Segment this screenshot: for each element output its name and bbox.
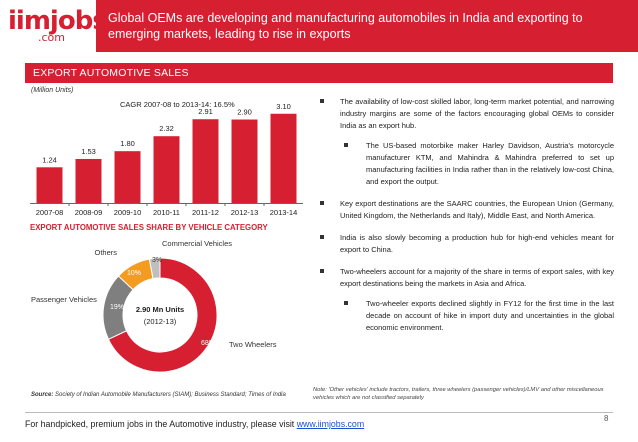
bar-value-label: 1.24 — [42, 155, 57, 164]
source-text: Society of Indian Automobile Manufacture… — [55, 392, 286, 398]
x-tick-label: 2009-10 — [114, 208, 142, 217]
bullet-item: Two-wheelers account for a majority of t… — [318, 266, 614, 290]
bullet-square-icon — [320, 99, 324, 103]
bar-value-label: 2.90 — [237, 108, 252, 117]
bullet-text: The US-based motorbike maker Harley Davi… — [366, 141, 614, 186]
x-tick-label: 2012-13 — [231, 208, 259, 217]
donut-slice — [102, 275, 134, 340]
source-note: Source: Society of Indian Automobile Man… — [31, 392, 286, 398]
donut-chart-title: EXPORT AUTOMOTIVE SALES SHARE BY VEHICLE… — [30, 223, 268, 232]
footer: For handpicked, premium jobs in the Auto… — [25, 419, 364, 429]
footer-text: For handpicked, premium jobs in the Auto… — [25, 419, 297, 429]
bullet-square-icon — [320, 269, 324, 273]
x-tick-label: 2007-08 — [36, 208, 64, 217]
bullet-text: Two-wheelers account for a majority of t… — [340, 267, 614, 288]
footer-link[interactable]: www.iimjobs.com — [296, 419, 365, 429]
slice-name-label: Passenger Vehicles — [31, 295, 97, 304]
bar — [153, 136, 180, 203]
x-tick-label: 2008-09 — [75, 208, 103, 217]
bullet-text: Two-wheeler exports declined slightly in… — [366, 299, 614, 332]
donut-slice — [117, 258, 154, 291]
bullet-text: Key export destinations are the SAARC co… — [340, 199, 614, 220]
donut-slice — [148, 257, 161, 280]
slice-percent-label: 10% — [127, 270, 141, 277]
bar-value-label: 1.53 — [81, 147, 96, 156]
bar-value-label: 1.80 — [120, 139, 135, 148]
page-number: 8 — [604, 414, 609, 423]
bullet-item: The US-based motorbike maker Harley Davi… — [318, 140, 614, 188]
bullet-item: India is also slowly becoming a producti… — [318, 232, 614, 256]
logo-domain: .com — [38, 31, 65, 44]
slice-name-label: Others — [94, 248, 117, 257]
chart-units-label: (Million Units) — [31, 87, 74, 94]
bar — [36, 167, 63, 203]
bar — [114, 151, 141, 203]
slice-percent-label: 19% — [110, 304, 124, 311]
x-tick-label: 2011-12 — [192, 208, 219, 217]
bar — [75, 158, 102, 203]
footer-divider — [25, 412, 613, 413]
bar-value-label: 2.32 — [159, 124, 174, 133]
bullet-item: Key export destinations are the SAARC co… — [318, 198, 614, 222]
bullet-list: The availability of low-cost skilled lab… — [318, 96, 614, 344]
logo-text: iimjobs — [8, 6, 108, 36]
slice-name-label: Two Wheelers — [229, 340, 277, 349]
cagr-annotation: CAGR 2007-08 to 2013-14: 16.5% — [120, 100, 235, 109]
logo[interactable]: iimjobs .com — [0, 0, 108, 52]
bullet-item: Two-wheeler exports declined slightly in… — [318, 298, 614, 334]
slice-percent-label: 68% — [201, 340, 215, 347]
bar-value-label: 3.10 — [276, 102, 291, 111]
x-tick-label: 2013-14 — [270, 208, 298, 217]
bullet-item: The availability of low-cost skilled lab… — [318, 96, 614, 132]
x-tick-label: 2010-11 — [153, 208, 180, 217]
slide-title: Global OEMs are developing and manufactu… — [96, 0, 638, 52]
donut-slice — [107, 257, 218, 373]
section-title: EXPORT AUTOMOTIVE SALES — [25, 63, 613, 83]
bar — [231, 119, 258, 203]
bullet-square-icon — [320, 235, 324, 239]
bullet-square-icon — [344, 301, 348, 305]
footnote: Note: 'Other vehicles' include tractors,… — [313, 387, 604, 401]
donut-center-sublabel: (2012-13) — [144, 317, 177, 326]
source-label: Source: — [31, 392, 54, 398]
bar — [270, 113, 297, 203]
bullet-text: The availability of low-cost skilled lab… — [340, 97, 614, 130]
bullet-square-icon — [344, 143, 348, 147]
slice-percent-label: 3% — [152, 257, 162, 264]
bullet-text: India is also slowly becoming a producti… — [340, 233, 614, 254]
header: iimjobs .com Global OEMs are developing … — [0, 0, 638, 52]
donut-center-label: 2.90 Mn Units — [136, 305, 184, 314]
bar — [192, 119, 219, 203]
bullet-square-icon — [320, 201, 324, 205]
slice-name-label: Commercial Vehicles — [162, 239, 232, 248]
